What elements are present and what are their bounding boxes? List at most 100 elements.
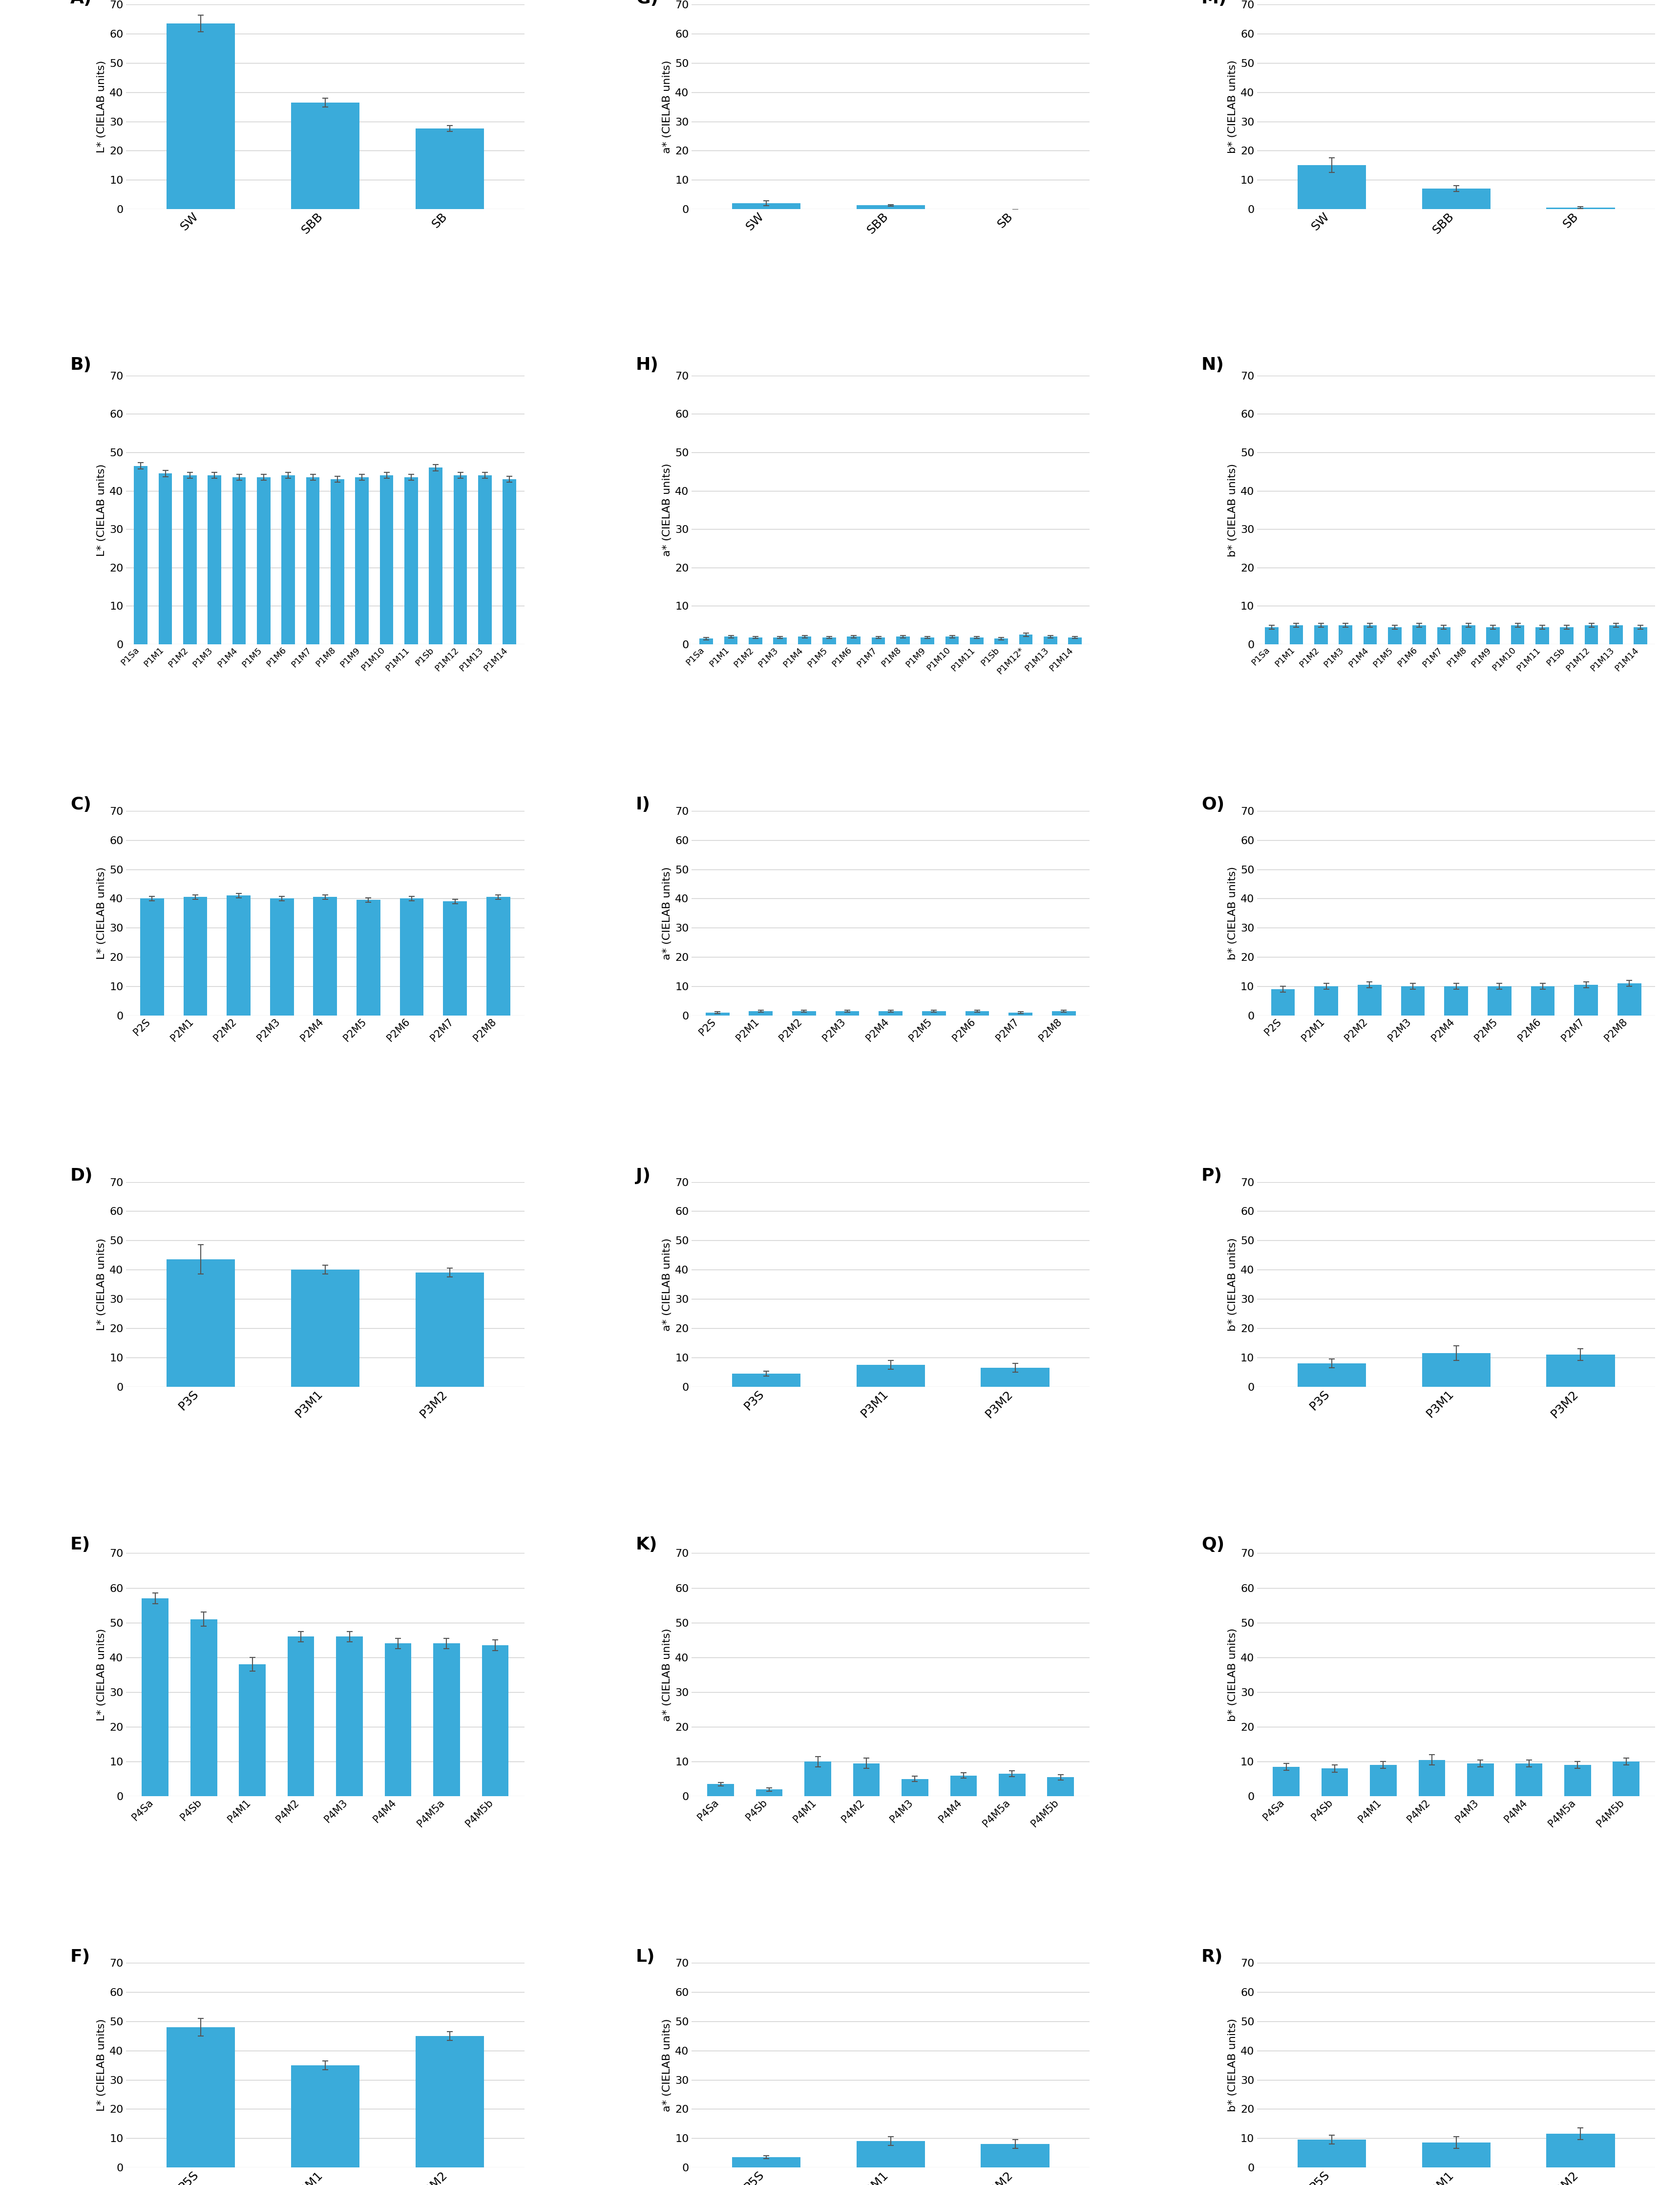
Text: K): K) [635,1536,657,1554]
Bar [1418,1759,1445,1796]
Bar [1068,638,1082,645]
Bar [857,2141,924,2168]
Bar [1289,625,1302,645]
Bar [433,1643,460,1796]
Y-axis label: b* (CIELAB units): b* (CIELAB units) [1228,867,1238,959]
Bar [1043,636,1057,645]
Bar [1613,1761,1640,1796]
Bar [1421,2143,1490,2168]
Bar [415,1272,484,1387]
Bar [946,636,959,645]
Text: I): I) [635,795,650,813]
Bar [798,636,811,645]
Bar [732,1374,800,1387]
Bar [1616,983,1641,1016]
Bar [1443,985,1468,1016]
Bar [239,1665,265,1796]
Bar [1536,627,1549,645]
Text: R): R) [1201,1949,1223,1964]
Bar [922,1012,946,1016]
Bar [134,465,148,645]
Bar [853,1763,879,1796]
Text: P): P) [1201,1167,1221,1184]
Bar [773,638,786,645]
Bar [1052,1012,1075,1016]
Bar [732,203,800,210]
Y-axis label: a* (CIELAB units): a* (CIELAB units) [662,1237,672,1331]
Text: D): D) [71,1167,92,1184]
Text: B): B) [71,356,92,374]
Bar [380,476,393,645]
Bar [1421,1353,1490,1387]
Bar [291,2065,360,2168]
Y-axis label: b* (CIELAB units): b* (CIELAB units) [1228,59,1238,153]
Text: A): A) [71,0,92,7]
Bar [166,24,235,210]
Bar [1369,1765,1396,1796]
Bar [166,1259,235,1387]
Bar [1559,627,1572,645]
Bar [1462,625,1475,645]
Y-axis label: L* (CIELAB units): L* (CIELAB units) [97,1239,106,1331]
Bar [1362,625,1376,645]
Y-axis label: a* (CIELAB units): a* (CIELAB units) [662,1628,672,1722]
Bar [1265,627,1278,645]
Bar [1609,625,1623,645]
Bar [872,638,885,645]
Bar [232,476,245,645]
Bar [1467,1763,1494,1796]
Text: F): F) [71,1949,91,1964]
Bar [183,476,197,645]
Y-axis label: L* (CIELAB units): L* (CIELAB units) [97,463,106,557]
Bar [995,638,1008,645]
Bar [699,638,712,645]
Bar [415,129,484,210]
Bar [1584,625,1598,645]
Bar [356,900,380,1016]
Bar [1297,166,1366,210]
Bar [1413,625,1426,645]
Bar [208,476,222,645]
Bar [902,1779,927,1796]
Y-axis label: a* (CIELAB units): a* (CIELAB units) [662,2019,672,2111]
Bar [1421,188,1490,210]
Bar [921,638,934,645]
Bar [857,1366,924,1387]
Text: E): E) [71,1536,91,1554]
Bar [1270,990,1295,1016]
Bar [1515,1763,1542,1796]
Bar [964,1012,990,1016]
Bar [428,468,442,645]
Bar [1297,2139,1366,2168]
Bar [1297,1363,1366,1387]
Text: O): O) [1201,795,1225,813]
Bar [1510,625,1524,645]
Bar [336,1637,363,1796]
Bar [749,638,763,645]
Y-axis label: L* (CIELAB units): L* (CIELAB units) [97,61,106,153]
Bar [857,205,924,210]
Bar [1574,985,1598,1016]
Bar [791,1012,816,1016]
Bar [969,638,983,645]
Bar [822,638,835,645]
Bar [1546,2135,1614,2168]
Bar [166,2028,235,2168]
Bar [479,476,492,645]
Bar [385,1643,412,1796]
Bar [158,474,171,645]
Bar [1436,627,1450,645]
Bar [257,476,270,645]
Bar [1018,636,1032,645]
Bar [291,1269,360,1387]
Bar [183,898,207,1016]
Bar [482,1645,509,1796]
Bar [981,2143,1048,2168]
Bar [879,1012,902,1016]
Text: G): G) [635,0,659,7]
Y-axis label: a* (CIELAB units): a* (CIELAB units) [662,61,672,153]
Text: N): N) [1201,356,1223,374]
Bar [805,1761,832,1796]
Y-axis label: b* (CIELAB units): b* (CIELAB units) [1228,1237,1238,1331]
Bar [1314,625,1327,645]
